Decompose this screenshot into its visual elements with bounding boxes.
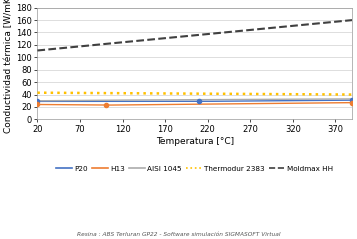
Thermodur 2383 — [293, 93, 298, 96]
H13 — [343, 101, 348, 104]
Moldmax HH — [343, 19, 347, 22]
Thermodur 2383 — [223, 92, 227, 95]
AISI 1045 — [187, 98, 191, 101]
P20 — [185, 100, 189, 103]
Thermodur 2383 — [187, 92, 191, 95]
AISI 1045 — [343, 98, 347, 100]
H13 — [206, 103, 211, 105]
H13 — [187, 103, 192, 106]
Thermodur 2383 — [206, 92, 210, 95]
Y-axis label: Conductividad térmica [W/mK]: Conductividad térmica [W/mK] — [4, 0, 13, 133]
Legend: P20, H13, AISI 1045, Thermodur 2383, Moldmax HH: P20, H13, AISI 1045, Thermodur 2383, Mol… — [56, 165, 333, 172]
AISI 1045 — [293, 98, 298, 101]
Text: Resina : ABS Terluran GP22 - Software simulación SIGMASOFT Virtual: Resina : ABS Terluran GP22 - Software si… — [77, 232, 280, 237]
AISI 1045 — [223, 98, 227, 101]
H13 — [186, 103, 190, 106]
Moldmax HH — [187, 34, 191, 37]
Line: H13: H13 — [37, 103, 352, 105]
Line: Moldmax HH: Moldmax HH — [37, 20, 352, 50]
AISI 1045 — [350, 98, 355, 100]
H13 — [294, 102, 298, 105]
Line: AISI 1045: AISI 1045 — [37, 99, 352, 101]
P20 — [350, 99, 355, 102]
H13 — [35, 103, 40, 106]
P20 — [343, 99, 347, 102]
Line: Thermodur 2383: Thermodur 2383 — [37, 93, 352, 95]
Thermodur 2383 — [343, 93, 347, 96]
Thermodur 2383 — [35, 91, 40, 94]
P20 — [35, 100, 40, 103]
Moldmax HH — [293, 24, 298, 27]
AISI 1045 — [185, 98, 189, 101]
AISI 1045 — [206, 98, 210, 101]
Moldmax HH — [35, 49, 40, 52]
Moldmax HH — [185, 35, 189, 38]
Thermodur 2383 — [185, 92, 189, 95]
H13 — [350, 101, 355, 104]
Moldmax HH — [350, 19, 355, 22]
AISI 1045 — [35, 99, 40, 102]
Line: P20: P20 — [37, 100, 352, 101]
Moldmax HH — [206, 33, 210, 35]
H13 — [223, 103, 228, 105]
P20 — [187, 100, 191, 103]
H13 — [104, 104, 108, 107]
Thermodur 2383 — [350, 93, 355, 96]
X-axis label: Temperatura [°C]: Temperatura [°C] — [156, 137, 234, 146]
P20 — [293, 99, 298, 102]
P20 — [206, 100, 210, 103]
Moldmax HH — [223, 31, 227, 34]
P20 — [223, 100, 227, 103]
